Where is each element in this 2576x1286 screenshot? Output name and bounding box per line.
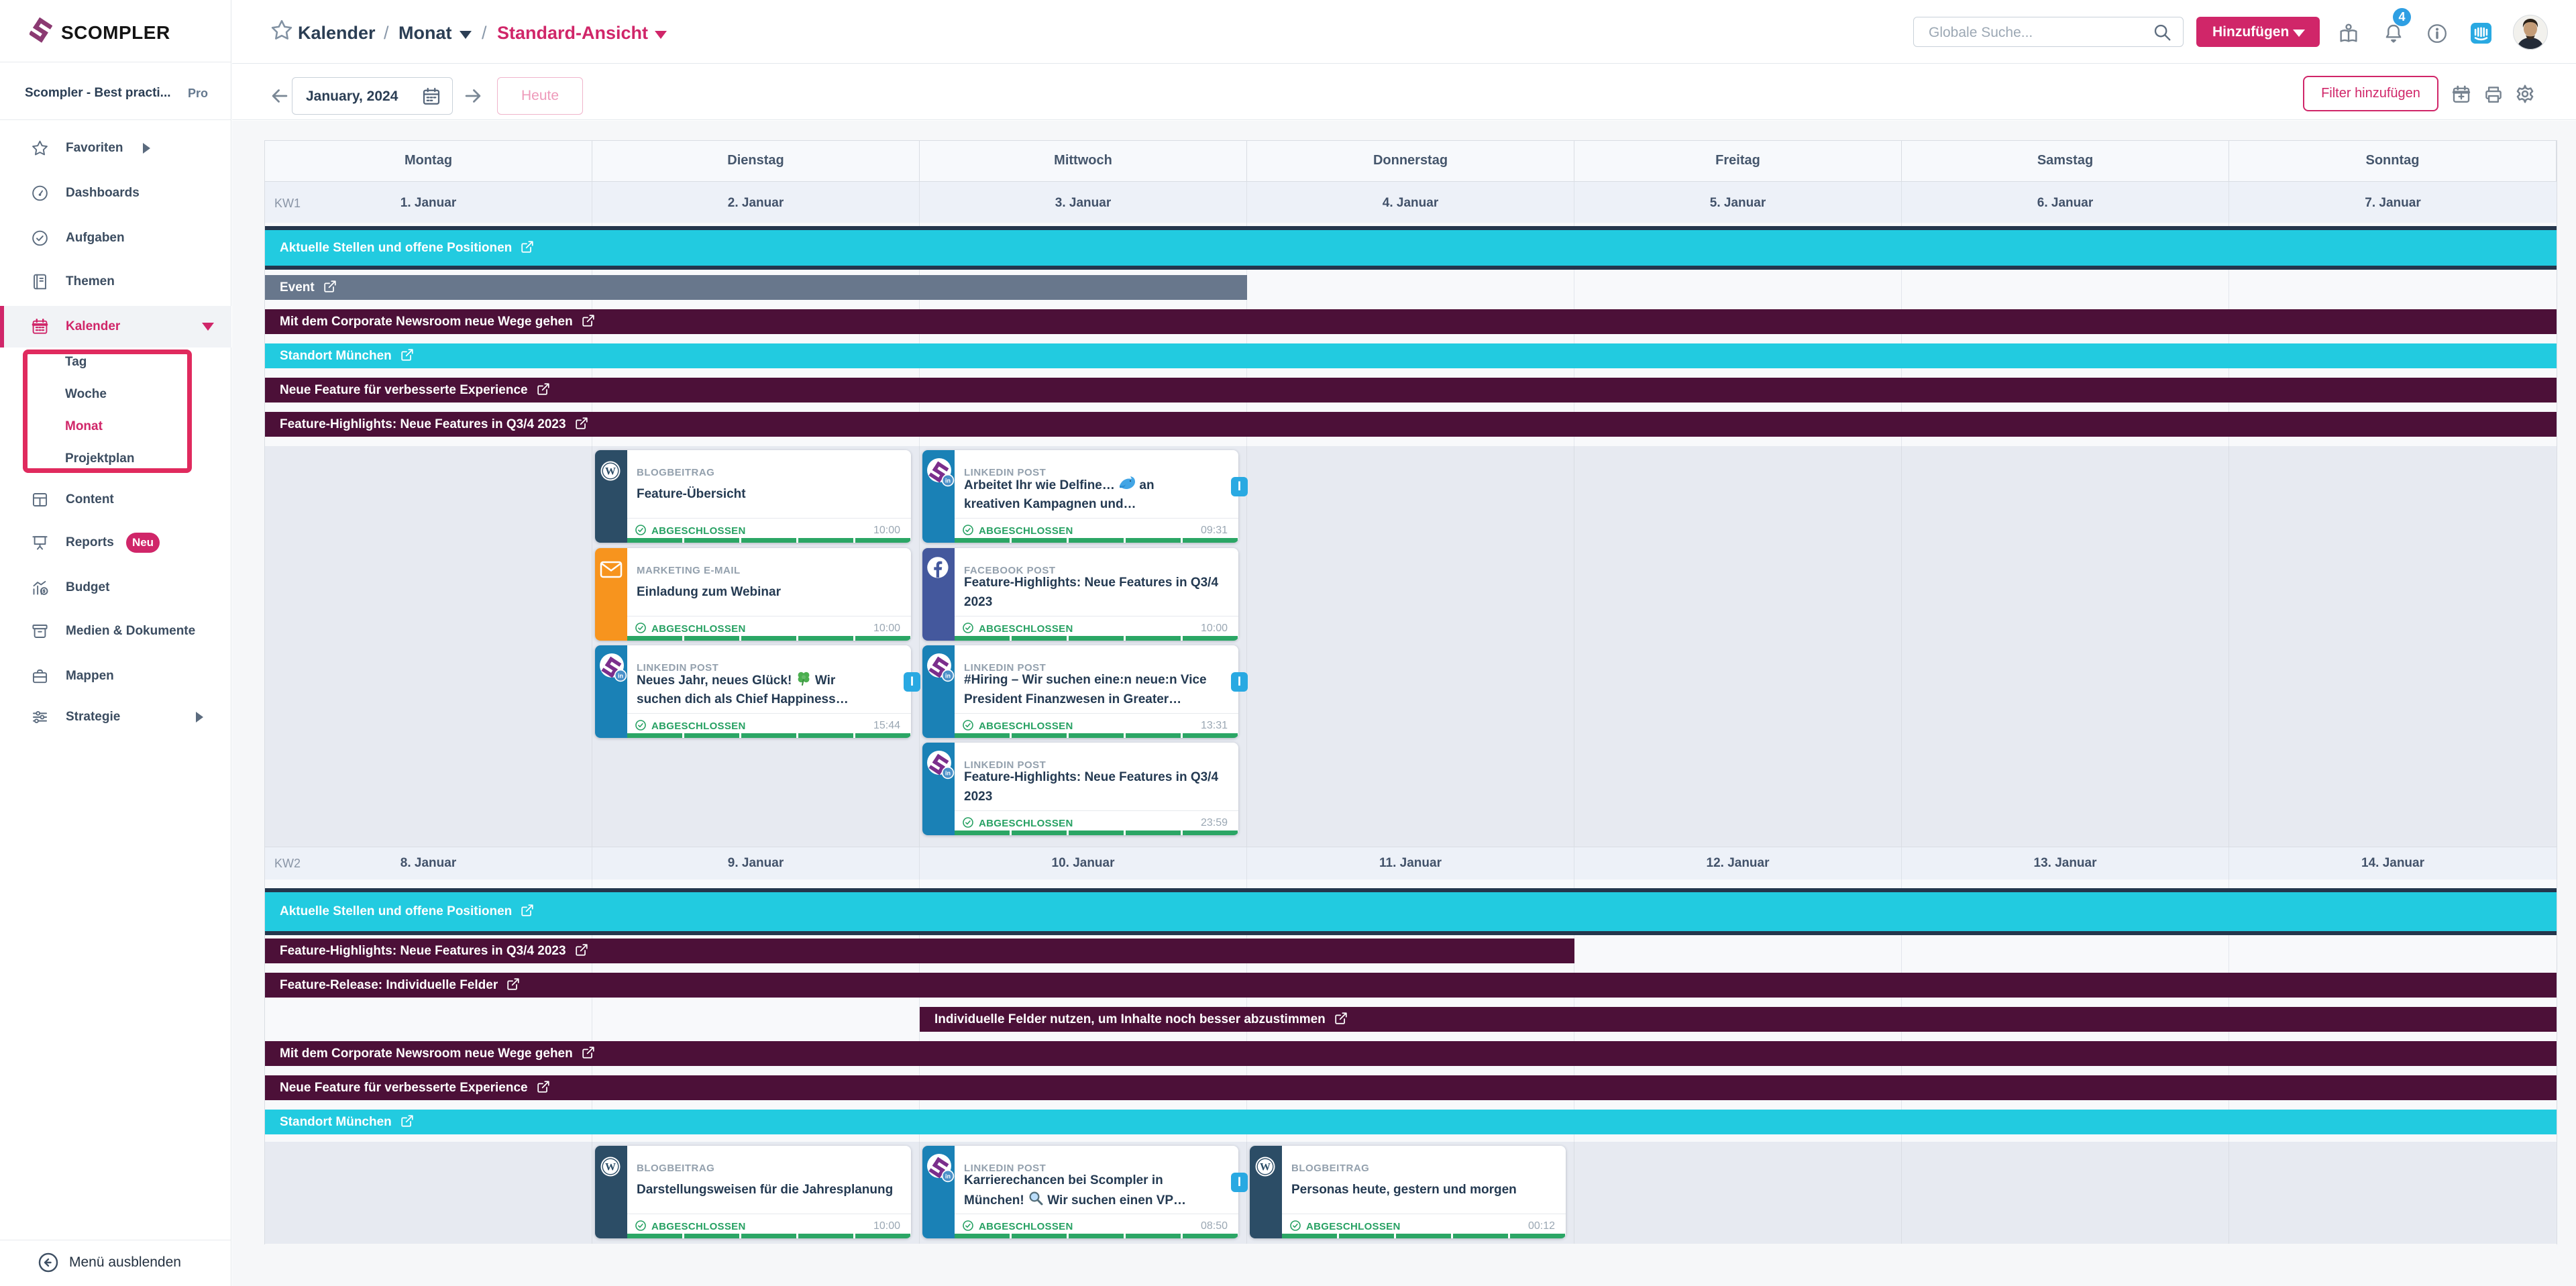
svg-text:in: in <box>618 673 623 680</box>
svg-text:in: in <box>945 1173 951 1180</box>
svg-text:W: W <box>605 1162 616 1173</box>
svg-text:W: W <box>1260 1162 1271 1173</box>
svg-text:W: W <box>605 466 616 478</box>
svg-text:in: in <box>945 770 951 777</box>
svg-text:in: in <box>945 478 951 484</box>
svg-text:in: in <box>945 673 951 680</box>
